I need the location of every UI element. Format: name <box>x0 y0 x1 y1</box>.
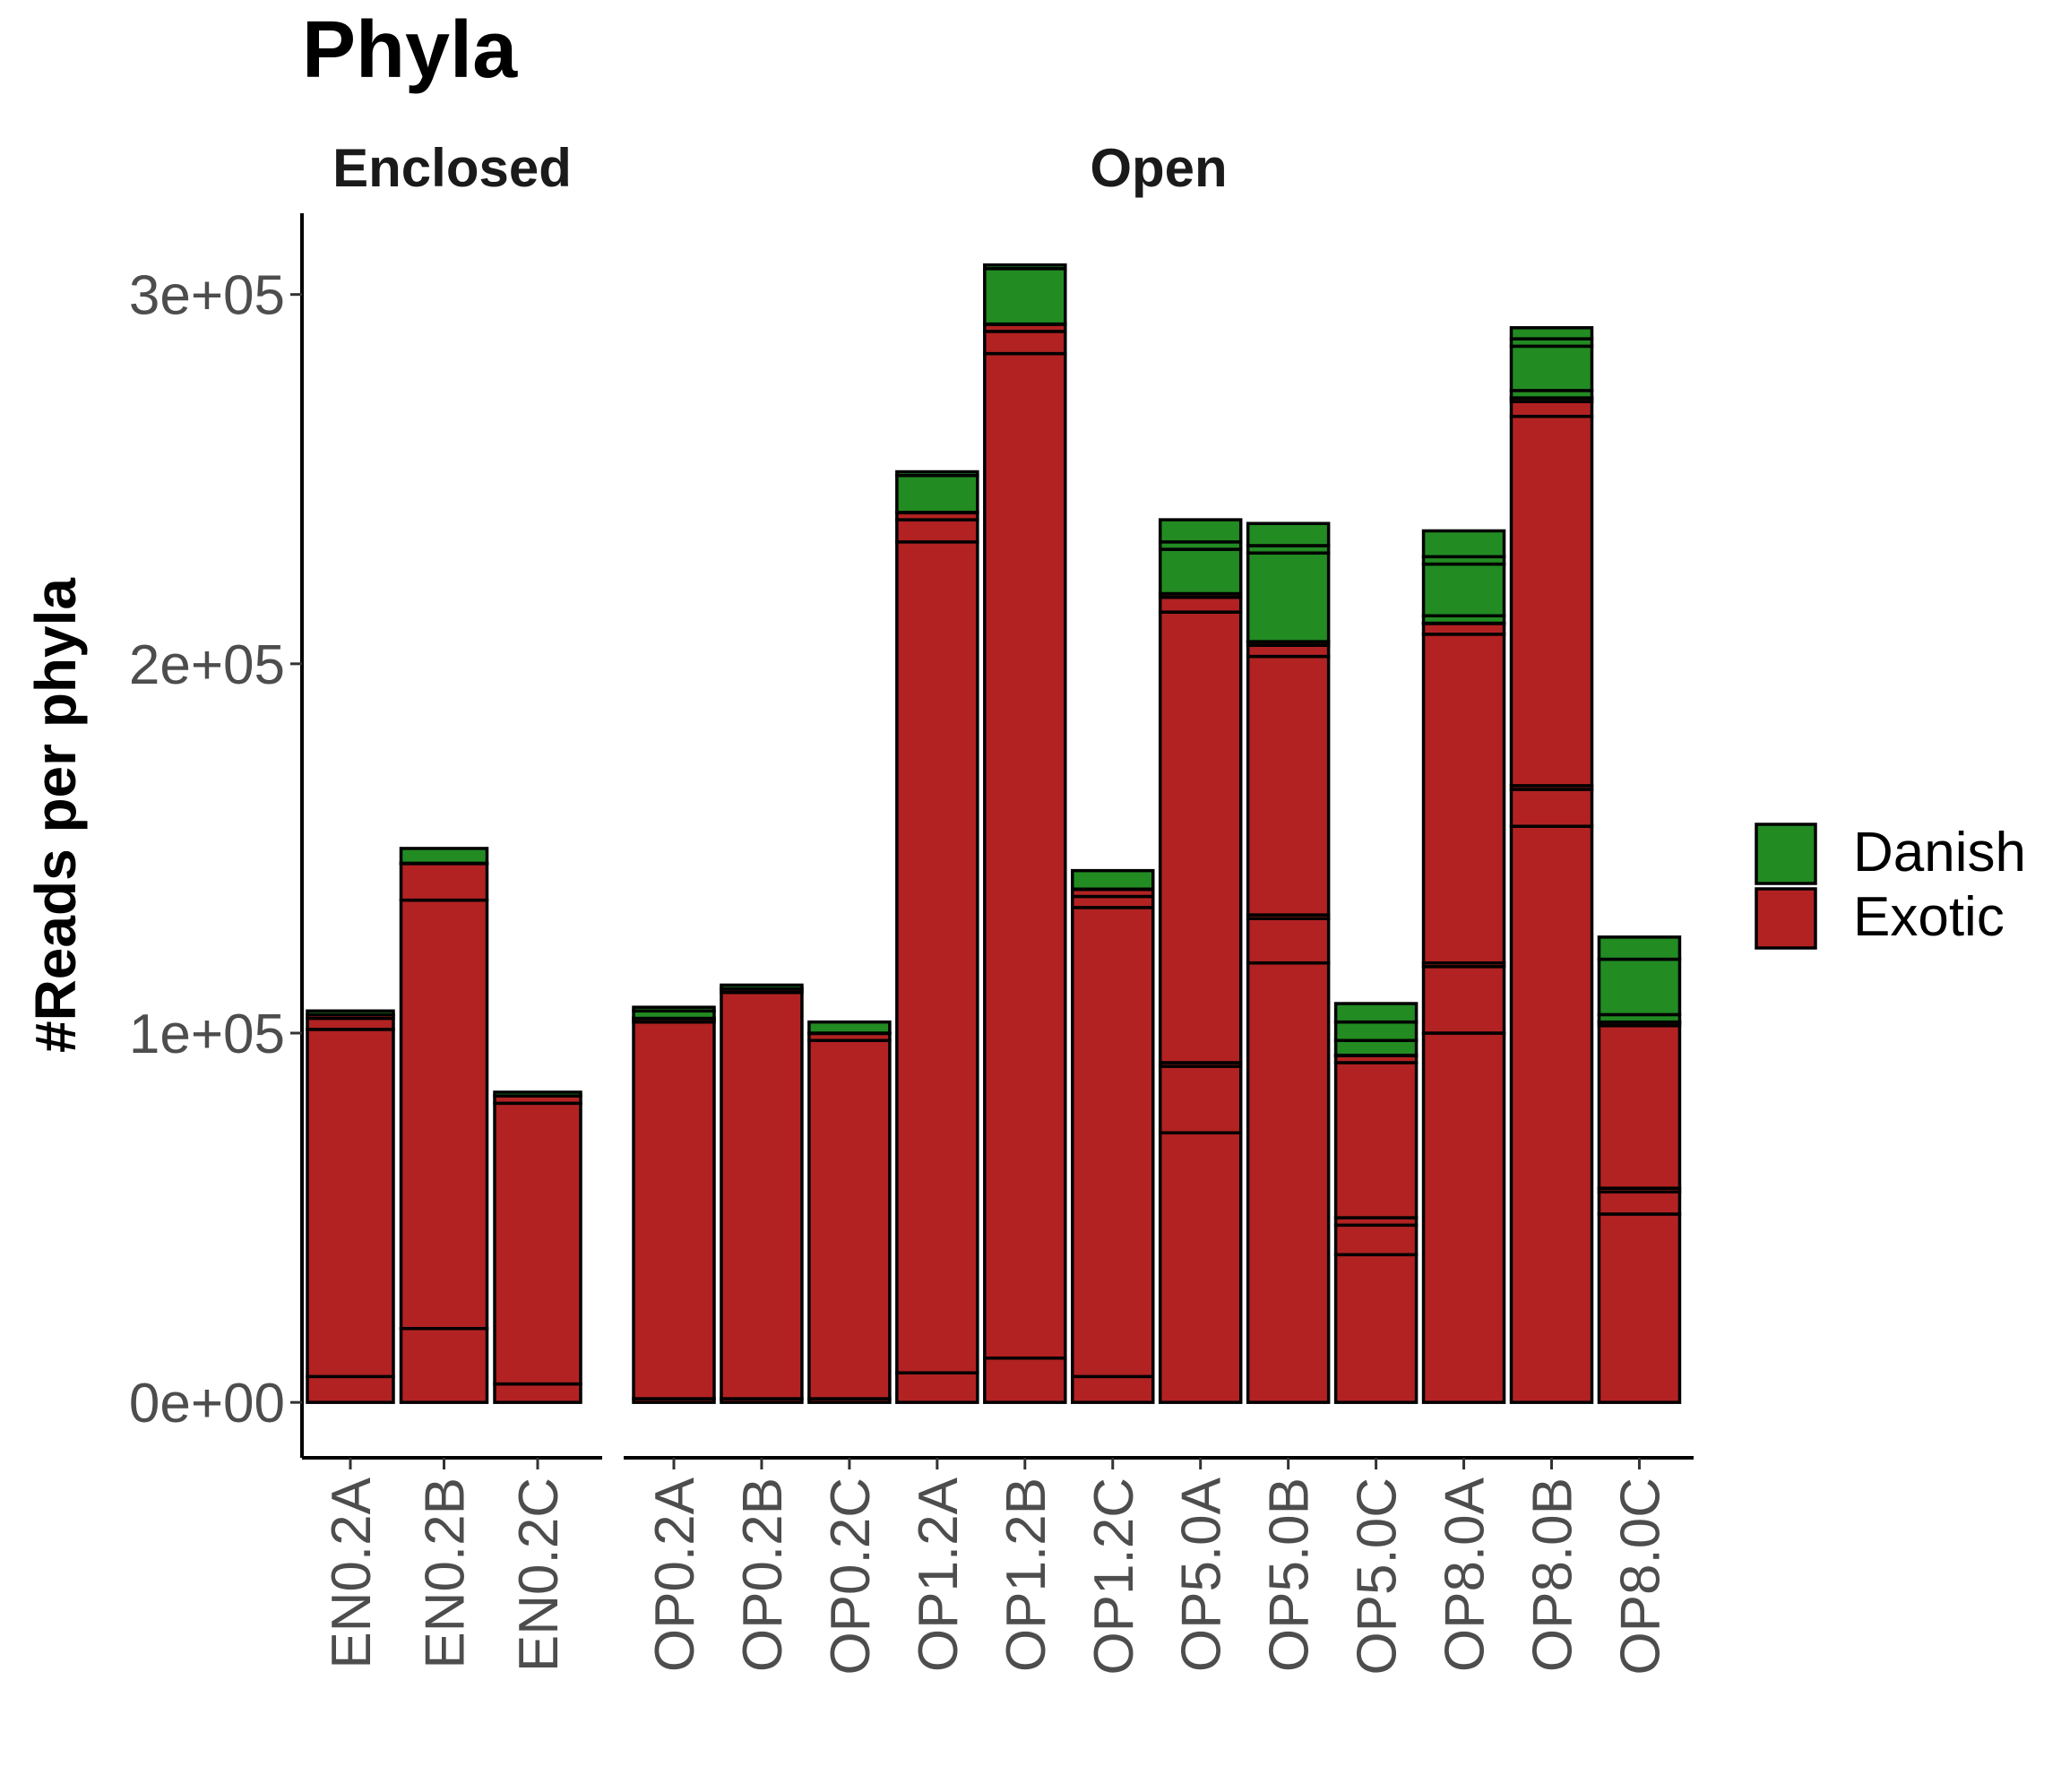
bar-segment-exotic <box>493 1382 582 1404</box>
bar-segment-exotic <box>632 1020 716 1400</box>
x-tick-label: EN0.2B <box>415 1478 477 1669</box>
bar-segment-danish <box>895 473 979 514</box>
bar-segment-exotic <box>1158 595 1243 614</box>
facet-strip-label: Open <box>1090 138 1227 198</box>
legend-label-danish: Danish <box>1853 822 2026 883</box>
bar-segment-exotic <box>1333 1253 1419 1404</box>
bar-segment-exotic <box>1509 788 1594 828</box>
x-tick-label: OP8.0B <box>1522 1478 1584 1672</box>
bar-segment-exotic <box>983 1356 1067 1404</box>
bar-segment-danish <box>983 267 1067 326</box>
bar-segment-exotic <box>1333 1061 1419 1219</box>
bar-segment-danish <box>720 983 804 991</box>
bar-segment-exotic <box>399 861 489 902</box>
bar-segment-exotic <box>895 1371 979 1404</box>
bar-segment-exotic <box>720 990 804 1400</box>
bar-segment-danish <box>1509 326 1594 340</box>
bar-segment-exotic <box>895 518 979 544</box>
bar-segment-exotic <box>1246 917 1331 965</box>
bar-segment-exotic <box>1158 1131 1243 1404</box>
bar-segment-danish <box>895 470 979 478</box>
x-tick-label: OP5.0A <box>1171 1477 1233 1672</box>
y-axis-label: #Reads per phyla <box>23 578 88 1053</box>
x-tick-label: OP8.0C <box>1609 1478 1671 1676</box>
bar-segment-danish <box>1158 547 1243 596</box>
bar-segment-exotic <box>1333 1223 1419 1257</box>
legend-key-danish <box>1755 823 1817 885</box>
bar-segment-danish <box>807 1020 892 1035</box>
bar-segment-danish <box>1333 1038 1419 1057</box>
y-tick-label: 3e+05 <box>129 265 285 327</box>
bar-segment-danish <box>1421 562 1506 618</box>
x-tick-label: OP1.2B <box>996 1478 1057 1672</box>
bar-segment-exotic <box>493 1101 582 1386</box>
x-tick-label: OP5.0C <box>1347 1478 1409 1676</box>
bar-segment-danish <box>1421 529 1506 559</box>
bar-segment-exotic <box>807 1038 892 1400</box>
chart-title: Phyla <box>302 5 518 95</box>
bar-segment-exotic <box>1509 824 1594 1404</box>
bar-segment-danish <box>1333 1002 1419 1024</box>
x-tick-label: OP1.2C <box>1083 1478 1145 1676</box>
bar-segment-exotic <box>1421 633 1506 965</box>
bar-segment-danish <box>632 1005 716 1013</box>
bar-segment-exotic <box>983 330 1067 356</box>
bar-segment-exotic <box>1421 1031 1506 1404</box>
bar-segment-exotic <box>983 351 1067 1360</box>
legend-key-exotic <box>1755 887 1817 950</box>
bar-segment-exotic <box>399 898 489 1331</box>
bar-segment-danish <box>1158 518 1243 544</box>
bar-segment-exotic <box>1597 1190 1682 1216</box>
bar-segment-danish <box>1597 935 1682 961</box>
legend-label-exotic: Exotic <box>1853 886 2005 948</box>
bar-segment-danish <box>399 847 489 866</box>
bar-segment-danish <box>1597 957 1682 1017</box>
bar-segment-danish <box>306 1009 395 1017</box>
bar-segment-exotic <box>1246 643 1331 659</box>
bar-segment-exotic <box>1246 961 1331 1404</box>
x-tick-label: OP0.2B <box>732 1478 794 1672</box>
y-tick-label: 0e+00 <box>129 1373 285 1434</box>
bar-segment-exotic <box>306 1374 395 1404</box>
bar-segment-exotic <box>306 1016 395 1031</box>
bar-segment-danish <box>983 263 1067 271</box>
x-tick-label: EN0.2C <box>508 1478 570 1672</box>
bar-segment-danish <box>1246 521 1331 547</box>
x-tick-label: OP0.2C <box>820 1478 882 1676</box>
x-tick-label: EN0.2A <box>321 1477 383 1668</box>
bar-segment-exotic <box>1158 1064 1243 1135</box>
bar-segment-exotic <box>399 1326 489 1404</box>
bar-segment-danish <box>493 1090 582 1098</box>
bar-segment-exotic <box>1421 965 1506 1035</box>
bar-segment-exotic <box>1158 610 1243 1064</box>
x-tick-label: OP5.0B <box>1259 1478 1321 1672</box>
y-tick-label: 1e+05 <box>129 1004 285 1065</box>
bar-segment-exotic <box>1071 906 1155 1379</box>
x-tick-label: OP1.2A <box>908 1477 970 1672</box>
bar-segment-exotic <box>1509 414 1594 788</box>
bar-segment-exotic <box>1597 1212 1682 1404</box>
facet-strip-label: Enclosed <box>332 138 572 198</box>
bar-segment-danish <box>1509 344 1594 392</box>
bar-segment-exotic <box>1071 1374 1155 1404</box>
bar-segment-danish <box>1071 868 1155 892</box>
x-tick-label: OP8.0A <box>1435 1477 1496 1672</box>
y-tick-label: 2e+05 <box>129 634 285 696</box>
bar-segment-exotic <box>1071 894 1155 909</box>
bar-segment-exotic <box>306 1028 395 1379</box>
bar-segment-danish <box>1246 551 1331 643</box>
bar-segment-exotic <box>1246 654 1331 917</box>
bar-segment-exotic <box>895 540 979 1374</box>
bar-segment-danish <box>1333 1020 1419 1043</box>
x-tick-label: OP0.2A <box>644 1477 706 1672</box>
bar-segment-exotic <box>1597 1024 1682 1190</box>
bar-segment-exotic <box>1509 400 1594 418</box>
